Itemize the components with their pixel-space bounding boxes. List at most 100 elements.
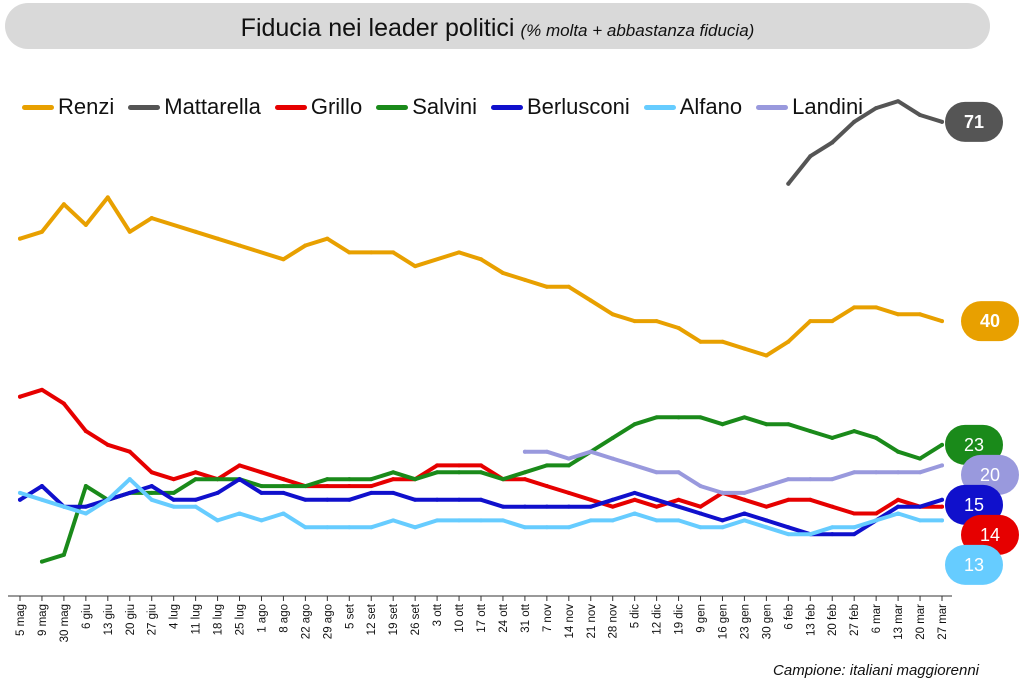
data-point [193, 477, 198, 482]
data-point [193, 504, 198, 509]
data-point [237, 463, 242, 468]
data-point [720, 490, 725, 495]
data-point [852, 429, 857, 434]
x-tick-label: 8 ago [278, 604, 290, 633]
data-point [347, 477, 352, 482]
data-point [457, 497, 462, 502]
data-point [764, 525, 769, 530]
data-point [544, 525, 549, 530]
end-label-bubble [945, 101, 1003, 142]
data-point [588, 298, 593, 303]
series-line-grillo [18, 387, 944, 516]
data-point [215, 236, 220, 241]
legend-item-landini: Landini [756, 94, 863, 120]
data-point [457, 463, 462, 468]
data-point [479, 470, 483, 475]
data-point [83, 429, 88, 434]
x-tick-label: 27 feb [849, 604, 861, 636]
series-line-berlusconi [18, 477, 944, 537]
data-point [522, 470, 527, 475]
data-point [413, 497, 418, 502]
data-point [61, 401, 66, 406]
data-point [720, 518, 725, 523]
data-point [479, 497, 483, 502]
chart-subtitle: (% molta + abbastanza fiducia) [520, 21, 755, 40]
data-point [896, 312, 901, 317]
data-point [83, 511, 88, 516]
data-point [918, 504, 923, 509]
data-point [39, 497, 44, 502]
data-point [720, 339, 725, 344]
legend-swatch [274, 104, 307, 110]
data-point [940, 504, 944, 509]
x-tick-label: 12 dic [652, 604, 664, 635]
data-point [654, 470, 659, 475]
data-point [830, 140, 835, 145]
data-point [808, 532, 813, 537]
x-tick-label: 29 ago [322, 604, 334, 639]
legend-label: Renzi [58, 94, 115, 119]
data-point [303, 484, 308, 489]
data-point [18, 394, 22, 399]
data-point [127, 490, 132, 495]
series-grillo [18, 387, 944, 516]
series-alfano [18, 477, 944, 537]
x-tick-label: 30 gen [761, 604, 773, 639]
data-point [852, 119, 857, 124]
data-point [413, 525, 418, 530]
x-tick-label: 5 set [344, 603, 356, 629]
data-point [830, 504, 835, 509]
x-tick-label: 20 giu [125, 604, 137, 635]
data-point [940, 497, 944, 502]
legend-swatch [643, 104, 676, 110]
legend-swatch [376, 104, 409, 110]
data-point [786, 181, 791, 186]
series-line-landini [522, 449, 944, 495]
data-point [171, 497, 176, 502]
legend-label: Mattarella [164, 94, 261, 119]
data-point [413, 264, 418, 269]
data-point [940, 119, 944, 124]
data-point [764, 504, 769, 509]
legend-item-mattarella: Mattarella [128, 94, 261, 120]
data-point [698, 525, 703, 530]
data-point [303, 497, 308, 502]
data-point [676, 415, 681, 420]
data-point [347, 525, 352, 530]
data-point [369, 525, 374, 530]
legend-label: Salvini [412, 94, 477, 119]
data-point [391, 477, 396, 482]
data-point [39, 559, 44, 564]
data-point [435, 518, 440, 523]
data-point [566, 525, 571, 530]
data-point [500, 271, 505, 276]
data-point [610, 518, 615, 523]
data-point [588, 504, 593, 509]
data-point [435, 463, 440, 468]
data-point [852, 470, 857, 475]
x-tick-label: 25 lug [235, 604, 247, 635]
data-point [215, 477, 220, 482]
end-label-renzi: 40 [961, 301, 1019, 342]
data-point [61, 202, 66, 207]
data-point [698, 504, 703, 509]
data-point [303, 243, 308, 248]
data-point [896, 511, 901, 516]
data-point [896, 504, 901, 509]
data-point [83, 484, 88, 489]
data-point [457, 518, 462, 523]
data-point [654, 415, 659, 420]
legend-item-grillo: Grillo [274, 94, 362, 120]
data-point [676, 470, 681, 475]
data-point [632, 490, 637, 495]
data-point [940, 518, 944, 523]
data-point [347, 497, 352, 502]
end-label-bubble [961, 301, 1019, 342]
data-point [149, 490, 154, 495]
data-point [347, 250, 352, 255]
end-label-value: 14 [980, 525, 1000, 545]
sample-note: Campione: italiani maggiorenni [773, 662, 979, 679]
data-point [896, 497, 901, 502]
end-label-value: 71 [964, 112, 984, 132]
data-point [654, 518, 659, 523]
